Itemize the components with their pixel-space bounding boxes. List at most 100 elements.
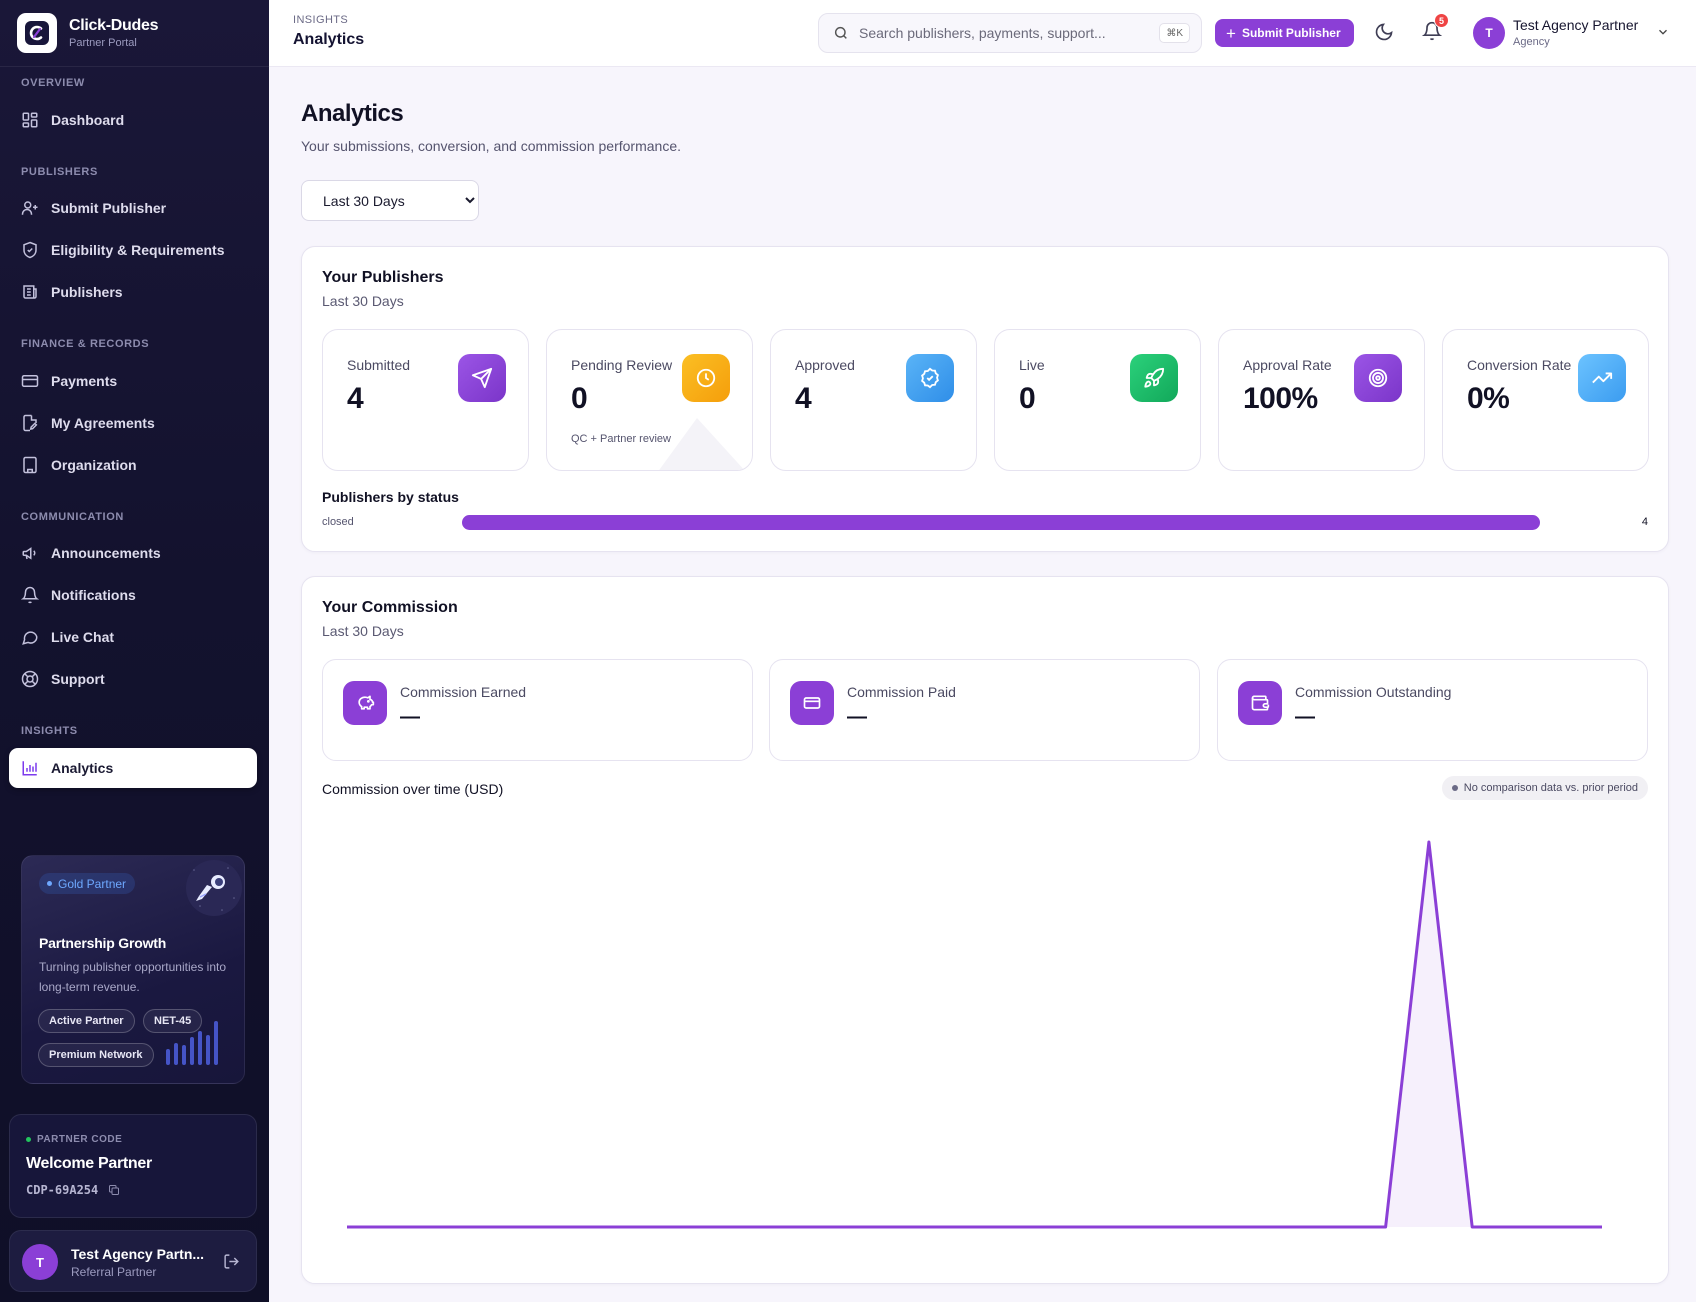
sidebar-divider <box>0 66 269 67</box>
chart-point[interactable] <box>1077 1221 1089 1233</box>
bar-chart-icon <box>22 761 37 776</box>
search-input[interactable] <box>859 25 1149 41</box>
chart-point[interactable] <box>1596 1221 1608 1233</box>
sidebar-user-name: Test Agency Partn... <box>71 1246 205 1262</box>
chart-point[interactable] <box>1163 1221 1175 1233</box>
lifebuoy-icon <box>21 670 39 688</box>
clock-icon <box>682 354 730 402</box>
publishers-by-status-title: Publishers by status <box>322 489 459 505</box>
chart-point[interactable] <box>1509 1221 1521 1233</box>
chart-point[interactable] <box>860 1221 872 1233</box>
stat-conversion-rate: Conversion Rate 0% <box>1442 329 1649 471</box>
top-header: INSIGHTS Analytics ⌘K + Submit Publisher… <box>269 0 1696 67</box>
sidebar-item-live-chat[interactable]: Live Chat <box>9 617 257 657</box>
chart-point[interactable] <box>1553 1221 1565 1233</box>
chart-point[interactable] <box>1120 1221 1132 1233</box>
submit-publisher-button[interactable]: + Submit Publisher <box>1215 19 1354 47</box>
sidebar-item-support[interactable]: Support <box>9 659 257 699</box>
chart-point[interactable] <box>1033 1221 1045 1233</box>
brand[interactable]: Click-Dudes Partner Portal <box>17 13 158 53</box>
breadcrumb-title: Analytics <box>293 31 365 48</box>
commission-outstanding-card: Commission Outstanding — <box>1217 659 1648 761</box>
astronaut-illustration <box>186 860 242 916</box>
brand-name: Click-Dudes <box>69 17 159 34</box>
avatar[interactable]: T <box>1473 17 1505 49</box>
sidebar-item-label: Eligibility & Requirements <box>51 242 225 258</box>
stat-value: 0 <box>1019 382 1036 415</box>
trending-up-icon <box>1578 354 1626 402</box>
stat-label: Conversion Rate <box>1467 357 1572 373</box>
chart-point[interactable] <box>471 1221 483 1233</box>
commission-value: — <box>1295 706 1315 728</box>
newspaper-icon <box>23 285 37 299</box>
chart-point[interactable] <box>384 1221 396 1233</box>
chart-point[interactable] <box>1380 1221 1392 1233</box>
chart-point[interactable] <box>514 1221 526 1233</box>
chevron-down-icon[interactable] <box>1656 25 1670 39</box>
date-range-select[interactable]: Last 30 Days <box>301 180 479 221</box>
commission-chart-title: Commission over time (USD) <box>322 781 504 797</box>
stat-value: 100% <box>1243 382 1318 415</box>
moon-icon[interactable] <box>1374 22 1394 42</box>
chart-point[interactable] <box>774 1221 786 1233</box>
chart-area-fill <box>347 842 1602 1227</box>
stat-pending-review: Pending Review 0 QC + Partner review <box>546 329 753 471</box>
chart-point[interactable] <box>428 1221 440 1233</box>
partner-code-card: PARTNER CODE Welcome Partner CDP-69A254 <box>9 1114 257 1218</box>
nav-section-insights: INSIGHTS <box>21 725 78 737</box>
stat-submitted: Submitted 4 <box>322 329 529 471</box>
sidebar-item-analytics[interactable]: Analytics <box>9 748 257 788</box>
chart-point[interactable] <box>947 1221 959 1233</box>
sidebar-item-submit-publisher[interactable]: Submit Publisher <box>9 188 257 228</box>
chart-point[interactable] <box>1293 1221 1305 1233</box>
chart-point[interactable] <box>817 1221 829 1233</box>
chart-point[interactable] <box>644 1221 656 1233</box>
chart-series-line <box>347 840 1602 1229</box>
chart-point[interactable] <box>730 1221 742 1233</box>
sidebar-item-label: Payments <box>51 373 118 389</box>
sidebar-item-payments[interactable]: Payments <box>9 361 257 401</box>
chart-point[interactable] <box>341 1221 353 1233</box>
sidebar-item-dashboard[interactable]: Dashboard <box>9 100 257 140</box>
commission-card-title: Your Commission <box>322 599 458 616</box>
promo-title: Partnership Growth <box>39 935 167 951</box>
copy-icon[interactable] <box>108 1184 120 1196</box>
header-user-name[interactable]: Test Agency Partner <box>1513 17 1639 33</box>
sidebar-item-organization[interactable]: Organization <box>9 445 257 485</box>
sidebar-item-agreements[interactable]: My Agreements <box>9 403 257 443</box>
nav-section-finance: FINANCE & RECORDS <box>21 338 150 350</box>
chart-point[interactable] <box>1207 1221 1219 1233</box>
chart-point[interactable] <box>1336 1221 1348 1233</box>
chart-point[interactable] <box>1250 1221 1262 1233</box>
bell-icon[interactable] <box>1422 21 1442 41</box>
chart-point[interactable] <box>990 1221 1002 1233</box>
chart-point[interactable] <box>1423 836 1435 848</box>
sidebar-user-card[interactable]: T Test Agency Partn... Referral Partner <box>9 1230 257 1292</box>
sidebar-item-notifications[interactable]: Notifications <box>9 575 257 615</box>
chart-point[interactable] <box>557 1221 569 1233</box>
sidebar-item-eligibility[interactable]: Eligibility & Requirements <box>9 230 257 270</box>
sidebar: Click-Dudes Partner Portal OVERVIEW Dash… <box>0 0 269 1302</box>
page-title: Analytics <box>301 100 404 127</box>
growth-bars-illustration <box>166 1021 218 1065</box>
sidebar-item-label: Dashboard <box>51 112 125 128</box>
notification-badge: 5 <box>1434 13 1449 28</box>
sidebar-item-publishers[interactable]: Publishers <box>9 272 257 312</box>
commission-label: Commission Outstanding <box>1295 684 1452 700</box>
publishers-card-title: Your Publishers <box>322 269 444 286</box>
nav-section-communication: COMMUNICATION <box>21 511 124 523</box>
chart-point[interactable] <box>601 1221 613 1233</box>
stat-label: Live <box>1019 357 1045 373</box>
logout-icon[interactable] <box>223 1253 240 1270</box>
file-signature-icon <box>23 414 38 432</box>
breadcrumb-section: INSIGHTS <box>293 14 349 26</box>
commission-area-chart <box>341 836 1608 1233</box>
target-icon <box>1354 354 1402 402</box>
chart-point[interactable] <box>1466 1221 1478 1233</box>
chart-point[interactable] <box>904 1221 916 1233</box>
sidebar-item-label: Analytics <box>51 760 114 776</box>
partner-code-value[interactable]: CDP-69A254 <box>26 1183 120 1197</box>
sidebar-item-announcements[interactable]: Announcements <box>9 533 257 573</box>
search-box[interactable]: ⌘K <box>818 13 1202 53</box>
chart-point[interactable] <box>687 1221 699 1233</box>
